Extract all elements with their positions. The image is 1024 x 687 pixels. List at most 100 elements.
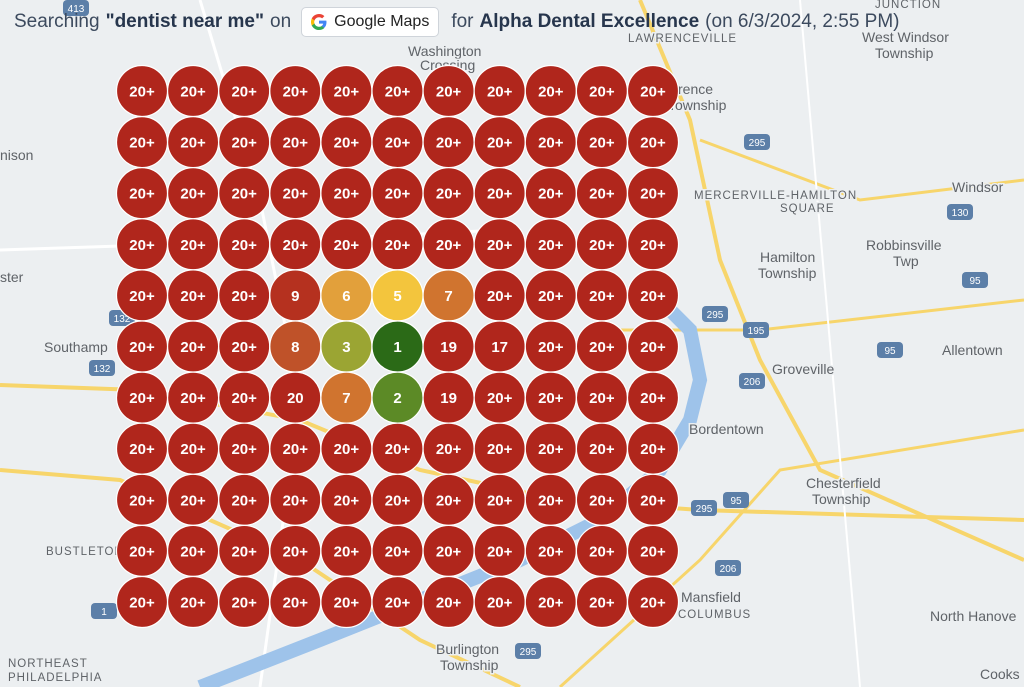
route-number: 206 (744, 377, 761, 388)
rank-pin: 20+ (115, 116, 169, 169)
rank-label: 6 (342, 288, 350, 305)
rank-label: 20+ (640, 390, 666, 407)
place-label: ster (0, 269, 24, 285)
route-shield (702, 306, 728, 322)
rank-label: 20+ (231, 390, 257, 407)
rank-pin: 20+ (167, 422, 220, 475)
rank-label: 20+ (385, 441, 411, 458)
rank-label: 20+ (283, 441, 309, 458)
rank-label: 20+ (334, 84, 360, 101)
rank-label: 20+ (334, 237, 360, 254)
rank-pin: 20+ (473, 524, 526, 578)
rank-label: 20+ (589, 186, 615, 203)
rank-pin: 20+ (167, 167, 220, 220)
rank-label: 20+ (129, 595, 155, 612)
rank-label: 20+ (538, 390, 564, 407)
route-shield (91, 603, 117, 619)
rank-pin: 20+ (626, 524, 680, 578)
rank-label: 20+ (538, 237, 564, 254)
rank-pin: 20+ (115, 320, 169, 373)
rank-pin: 20+ (167, 473, 220, 526)
rank-pin: 20+ (575, 320, 629, 373)
rank-pin: 20+ (575, 269, 629, 322)
rank-label: 7 (444, 288, 452, 305)
route-shield (715, 560, 741, 576)
place-label: nison (0, 147, 33, 163)
rank-pin: 20+ (218, 269, 271, 322)
rank-label: 20+ (436, 595, 462, 612)
rank-pin: 20+ (167, 371, 220, 424)
rank-label: 20+ (385, 84, 411, 101)
route-number: 1 (101, 607, 107, 618)
rank-label: 20+ (129, 543, 155, 560)
place-label: Mansfield (681, 589, 741, 605)
rank-label: 20+ (436, 441, 462, 458)
rank-pin: 17 (473, 320, 526, 373)
rank-label: 20+ (385, 237, 411, 254)
rank-pin: 20+ (626, 473, 680, 526)
rank-label: 20+ (538, 288, 564, 305)
rank-pin: 20+ (626, 371, 680, 424)
rank-label: 20+ (487, 237, 513, 254)
rank-label: 20+ (231, 288, 257, 305)
rank-label: 3 (342, 339, 350, 356)
rank-pin: 20+ (422, 524, 475, 578)
rank-label: 20+ (180, 339, 206, 356)
rank-pin: 20+ (320, 64, 373, 118)
rank-pin: 20+ (269, 422, 322, 475)
rank-label: 20+ (283, 135, 309, 152)
rank-pin: 20+ (371, 167, 424, 220)
rank-pin: 20+ (626, 575, 680, 629)
rank-label: 20+ (538, 543, 564, 560)
rank-label: 8 (291, 339, 299, 356)
business-name: Alpha Dental Excellence (479, 11, 700, 32)
header-on: on (270, 11, 292, 32)
rank-pin: 20+ (320, 422, 373, 475)
place-label: Township (812, 491, 871, 507)
rank-label: 20+ (129, 339, 155, 356)
rank-label: 20+ (129, 441, 155, 458)
rank-pin: 9 (269, 269, 322, 322)
rank-label: 20+ (589, 390, 615, 407)
rank-label: 19 (440, 390, 457, 407)
google-maps-button[interactable]: Google Maps (301, 7, 440, 37)
rank-pin: 20+ (524, 269, 577, 322)
place-label: Washington (408, 43, 481, 59)
rank-label: 20+ (334, 492, 360, 509)
rank-label: 20+ (385, 135, 411, 152)
rank-label: 19 (440, 339, 457, 356)
rank-pin: 8 (269, 320, 322, 373)
rank-label: 20+ (180, 135, 206, 152)
rank-pin: 20+ (115, 524, 169, 578)
route-shield (962, 272, 988, 288)
rank-pin: 20+ (269, 167, 322, 220)
rank-pin: 20+ (575, 473, 629, 526)
rank-pin: 20+ (167, 116, 220, 169)
rank-pin: 20+ (473, 269, 526, 322)
rank-pin: 20+ (473, 64, 526, 118)
route-shield (947, 204, 973, 220)
rank-pin: 20+ (320, 218, 373, 271)
rank-pin: 20+ (115, 575, 169, 629)
place-label: MERCERVILLE-HAMILTON (694, 190, 857, 202)
place-label: COLUMBUS (678, 609, 751, 621)
rank-label: 20+ (231, 595, 257, 612)
rank-label: 20+ (436, 186, 462, 203)
rank-pin: 20+ (422, 218, 475, 271)
rank-label: 20+ (129, 135, 155, 152)
rank-label: 20+ (640, 441, 666, 458)
header-prefix: Searching (14, 11, 100, 32)
rank-label: 20+ (640, 543, 666, 560)
rank-label: 9 (291, 288, 299, 305)
rank-label: 2 (393, 390, 401, 407)
rank-pin: 20+ (167, 575, 220, 629)
route-shield (515, 643, 541, 659)
rank-pin: 20+ (269, 64, 322, 118)
rank-pin: 20+ (626, 218, 680, 271)
rank-label: 20+ (334, 543, 360, 560)
rank-pin: 20+ (115, 269, 169, 322)
rank-pin: 20+ (115, 218, 169, 271)
route-number: 95 (969, 276, 981, 287)
rank-label: 20+ (385, 186, 411, 203)
place-label: Township (668, 97, 727, 113)
